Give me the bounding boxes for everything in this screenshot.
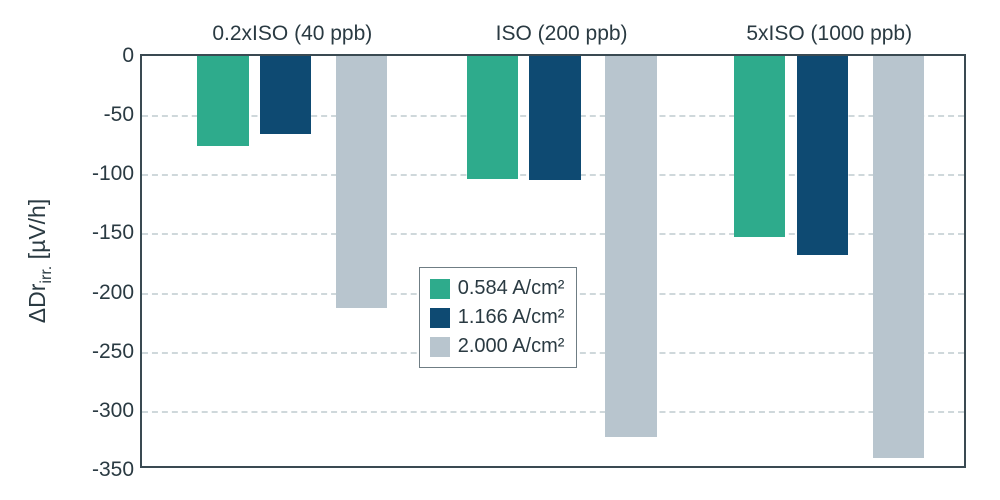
y-tick-label: -100 [92,162,142,186]
bar [467,56,518,179]
legend-item: 0.584 A/cm² [430,274,565,303]
bar [336,56,387,308]
y-tick-label: -150 [92,221,142,245]
group-label: 0.2xISO (40 ppb) [212,22,372,46]
chart-container: ΔDrirr. [µV/h] 0-50-100-150-200-250-300-… [0,0,1000,500]
y-tick-label: -300 [92,399,142,423]
legend: 0.584 A/cm² 1.166 A/cm² 2.000 A/cm² [419,267,578,368]
gridline [142,411,964,413]
y-tick-label: 0 [122,44,142,68]
bar [529,56,580,180]
y-tick-label: -250 [92,340,142,364]
bar [797,56,848,255]
legend-label: 0.584 A/cm² [458,277,565,300]
y-tick-label: -350 [92,458,142,482]
legend-swatch [430,337,450,357]
legend-label: 1.166 A/cm² [458,306,565,329]
bar [260,56,311,134]
y-tick-label: -50 [104,103,142,127]
group-label: ISO (200 ppb) [496,22,628,46]
group-label: 5xISO (1000 ppb) [746,22,912,46]
bar [734,56,785,237]
bar [197,56,248,146]
legend-swatch [430,308,450,328]
plot-area: 0-50-100-150-200-250-300-3500.2xISO (40 … [140,54,966,468]
y-tick-label: -200 [92,281,142,305]
legend-item: 2.000 A/cm² [430,332,565,361]
legend-label: 2.000 A/cm² [458,335,565,358]
bar [873,56,924,458]
legend-swatch [430,279,450,299]
y-axis-label: ΔDrirr. [µV/h] [24,199,56,323]
bar [605,56,656,437]
legend-item: 1.166 A/cm² [430,303,565,332]
